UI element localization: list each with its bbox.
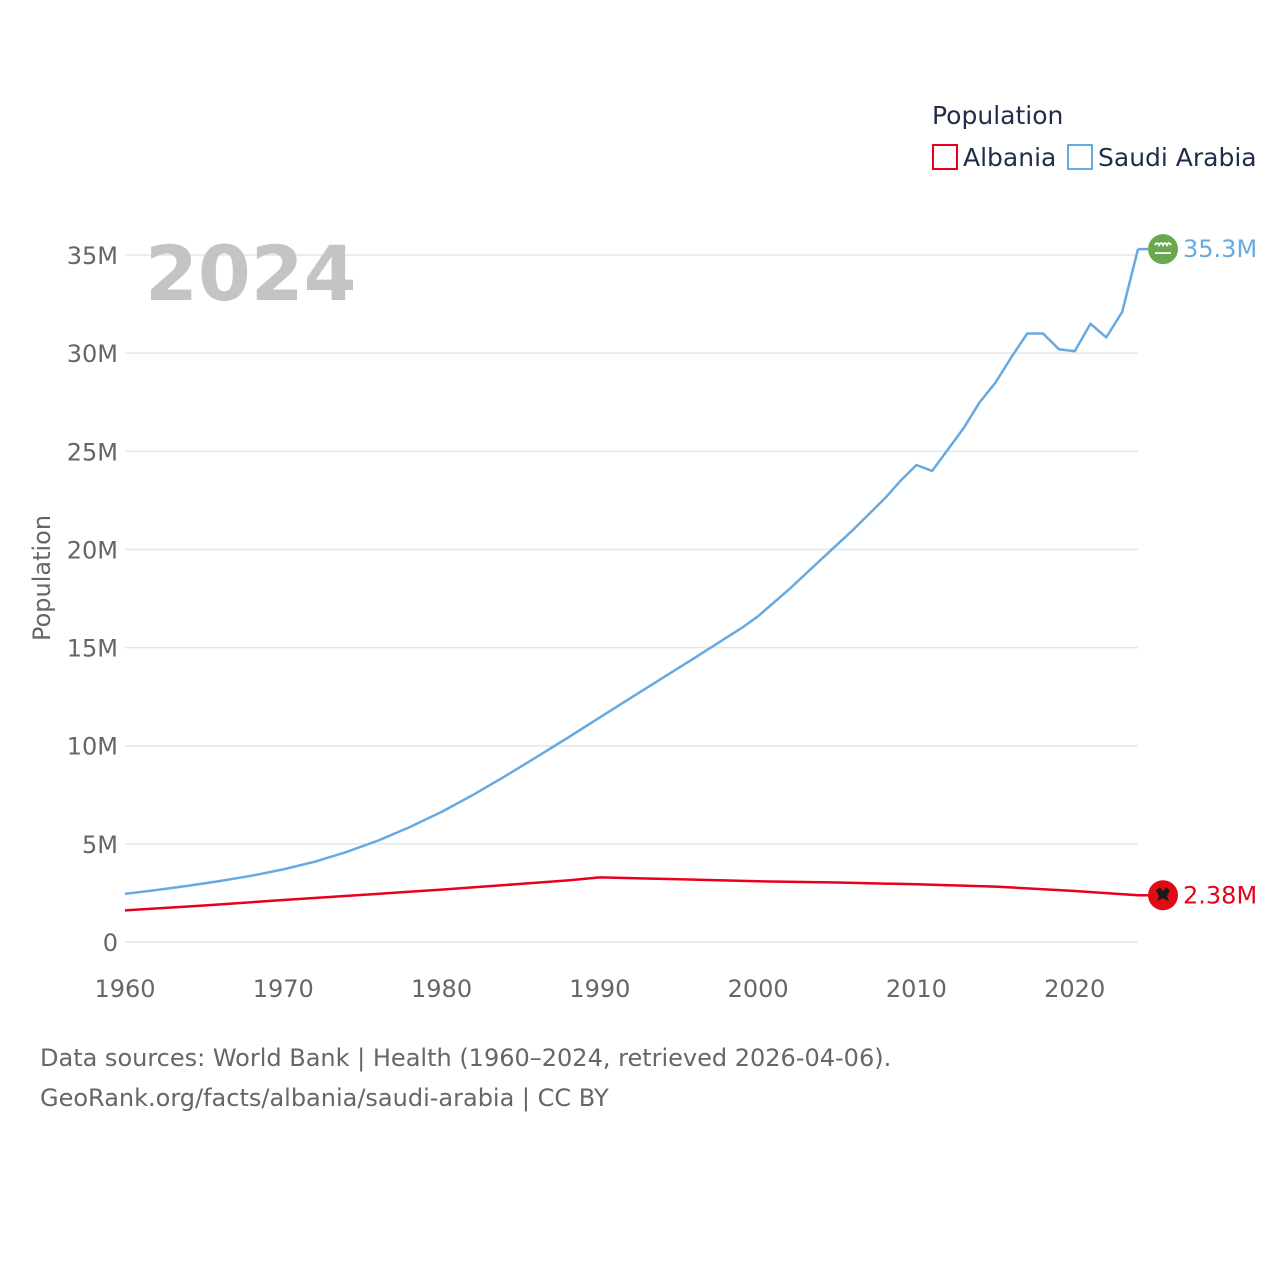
albania-flag-icon: [1148, 880, 1178, 911]
series-lines: [124, 248, 1140, 912]
legend-label-saudi-arabia: Saudi Arabia: [1098, 143, 1257, 172]
legend-item-albania[interactable]: Albania: [932, 143, 1056, 172]
y-tick-label: 30M: [67, 340, 118, 368]
end-label-saudi-arabia: 35.3M: [1183, 235, 1257, 263]
legend: Population Albania Saudi Arabia: [932, 101, 1257, 172]
y-tick-label: 0: [103, 929, 118, 957]
series-line-saudi-arabia[interactable]: [124, 248, 1140, 896]
legend-title: Population: [932, 101, 1063, 130]
credit-note: GeoRank.org/facts/albania/saudi-arabia |…: [40, 1084, 609, 1112]
x-tick-label: 2000: [728, 975, 789, 1003]
legend-item-saudi-arabia[interactable]: Saudi Arabia: [1067, 143, 1257, 172]
y-axis-label: Population: [28, 515, 56, 641]
data-source-note: Data sources: World Bank | Health (1960–…: [40, 1044, 892, 1072]
legend-label-albania: Albania: [963, 143, 1056, 172]
legend-swatch-albania: [932, 144, 958, 170]
y-tick-label: 20M: [67, 536, 118, 564]
saudi-arabia-flag-icon: [1148, 234, 1178, 265]
series-end-markers: 2.38M 35.3M: [1138, 234, 1257, 911]
x-tick-label: 2020: [1044, 975, 1105, 1003]
y-tick-label: 10M: [67, 733, 118, 761]
y-tick-label: 25M: [67, 438, 118, 466]
x-tick-label: 1970: [253, 975, 314, 1003]
x-axis-ticks: 1960 1970 1980 1990 2000 2010 2020: [94, 975, 1105, 1003]
x-tick-label: 1990: [569, 975, 630, 1003]
x-tick-label: 1960: [94, 975, 155, 1003]
x-tick-label: 1980: [411, 975, 472, 1003]
end-label-albania: 2.38M: [1183, 881, 1257, 909]
x-tick-label: 2010: [886, 975, 947, 1003]
series-line-albania[interactable]: [124, 876, 1139, 912]
legend-swatch-saudi-arabia: [1067, 144, 1093, 170]
year-label: 2024: [145, 229, 357, 318]
y-tick-label: 5M: [82, 831, 118, 859]
y-tick-label: 35M: [67, 242, 118, 270]
y-tick-label: 15M: [67, 635, 118, 663]
y-axis-ticks: 0 5M 10M 15M 20M 25M 30M 35M: [67, 242, 118, 957]
gridlines: [125, 254, 1138, 943]
